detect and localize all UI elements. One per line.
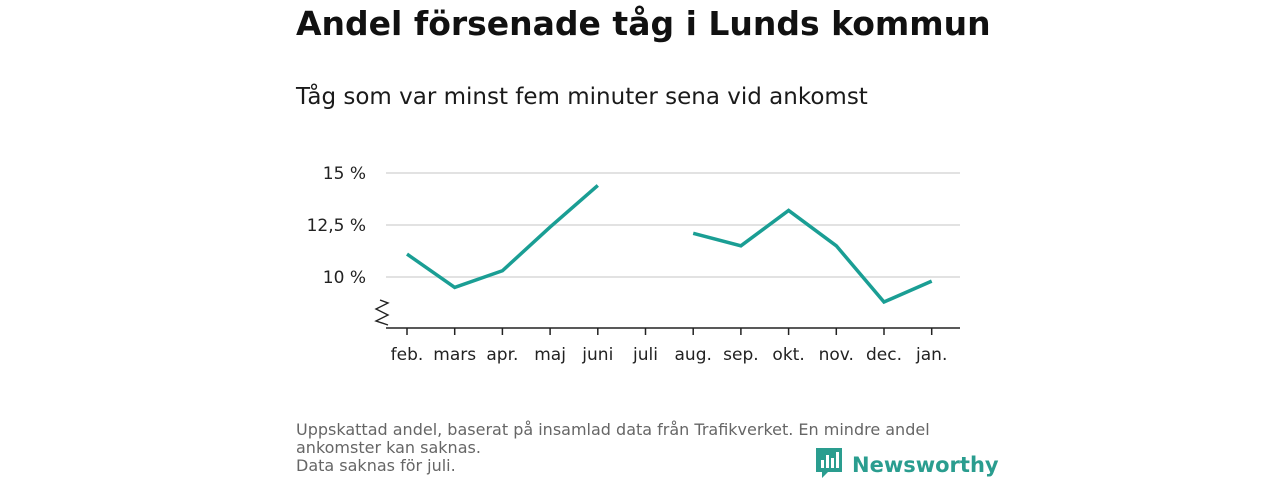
x-tick-label: mars (433, 345, 476, 365)
x-tick-label: feb. (391, 345, 424, 365)
bar-chart-logo-icon (814, 446, 844, 484)
y-tick-label: 10 % (323, 268, 366, 288)
x-tick-label: juli (632, 345, 658, 365)
x-tick-label: dec. (866, 345, 902, 365)
series-lines (405, 184, 933, 305)
x-tick-label: nov. (819, 345, 854, 365)
x-tick-label: jan. (915, 345, 947, 365)
y-tick-label: 12,5 % (307, 216, 366, 236)
x-tick-label: okt. (772, 345, 804, 365)
grid-lines (386, 172, 960, 278)
chart-title: Andel försenade tåg i Lunds kommun (296, 4, 991, 43)
chart-footnote: Uppskattad andel, baserat på insamlad da… (296, 421, 996, 475)
x-tick-label: apr. (486, 345, 518, 365)
footnote-line: Data saknas för juli. (296, 456, 456, 475)
x-tick-label: sep. (723, 345, 759, 365)
x-tick-labels: feb. mars apr. maj juni juli aug. sep. okt. nov. d… (391, 345, 948, 365)
x-tick-label: juni (581, 345, 613, 365)
x-tick-label: maj (534, 345, 566, 365)
brand-name: Newsworthy (852, 453, 999, 477)
axis-break-icon (374, 299, 390, 326)
chart-subtitle: Tåg som var minst fem minuter sena vid a… (296, 84, 868, 110)
newsworthy-logo[interactable]: Newsworthy (814, 446, 999, 484)
series-line-segment (405, 184, 599, 290)
x-axis (374, 299, 960, 335)
y-tick-label: 15 % (323, 164, 366, 184)
y-tick-labels: 10 % 12,5 % 15 % (307, 164, 366, 288)
footnote-line: Uppskattad andel, baserat på insamlad da… (296, 420, 930, 457)
x-tick-label: aug. (675, 345, 712, 365)
series-line-segment (692, 208, 933, 305)
